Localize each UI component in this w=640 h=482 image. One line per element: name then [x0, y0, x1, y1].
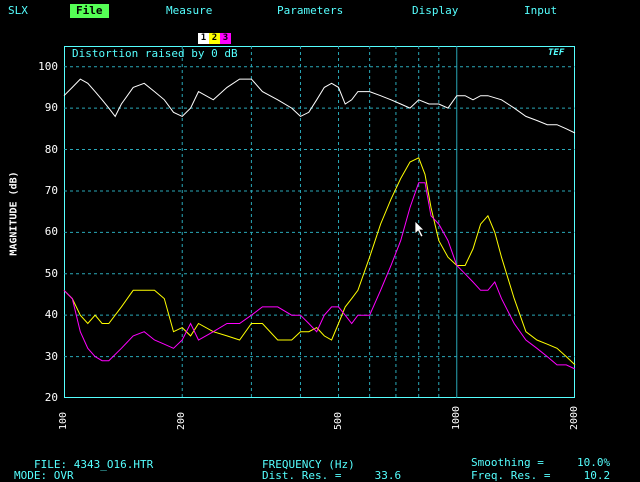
menu-parameters[interactable]: Parameters	[277, 4, 344, 17]
y-tick-label: 70	[44, 183, 58, 197]
menu-measure[interactable]: Measure	[166, 4, 213, 17]
trace-tab-3[interactable]: 3	[220, 33, 231, 44]
y-tick-label: 30	[44, 349, 58, 363]
y-tick-label: 20	[44, 391, 58, 404]
trace-tab-1[interactable]: 1	[198, 33, 209, 44]
menu-slx[interactable]: SLX	[8, 4, 28, 17]
smoothing: Smoothing = 10.0%	[471, 456, 611, 469]
x-tick-label: 500	[332, 411, 344, 430]
trace-tab-2[interactable]: 2	[209, 33, 220, 44]
series-line-2	[63, 157, 576, 366]
series-line-3	[63, 182, 576, 370]
x-tick-label: 100	[58, 411, 69, 430]
plot-area	[64, 46, 575, 398]
y-tick-label: 90	[44, 101, 58, 115]
file-name: FILE: 4343_O16.HTR	[34, 458, 154, 471]
y-tick-label: 100	[38, 59, 58, 73]
frequency-label: FREQUENCY (Hz)	[262, 458, 355, 471]
dist-res: Dist. Res. = 33.6	[262, 469, 402, 482]
mouse-pointer-icon	[414, 220, 425, 238]
y-tick-label: 60	[44, 225, 58, 239]
x-tick-label: 200	[176, 411, 188, 430]
y-tick-label: 80	[44, 142, 58, 156]
x-tick-label: 2000	[569, 405, 580, 430]
menu-display[interactable]: Display	[412, 4, 459, 17]
menu-input[interactable]: Input	[524, 4, 558, 17]
tef-logo: TEF	[548, 48, 565, 58]
x-tick-label: 1000	[450, 405, 462, 430]
y-tick-label: 40	[44, 308, 58, 322]
mode-label: MODE: OVR	[14, 469, 74, 482]
series-line-1	[63, 78, 576, 134]
y-axis-label: MAGNITUDE (dB)	[8, 171, 20, 256]
freq-res: Freq. Res. = 10.2	[471, 469, 611, 482]
menu-file[interactable]: File	[70, 4, 109, 18]
distortion-label: Distortion raised by 0 dB	[72, 47, 238, 60]
y-tick-label: 50	[44, 266, 58, 280]
menu-bar: SLX File Measure Parameters Display Inpu…	[0, 4, 640, 18]
